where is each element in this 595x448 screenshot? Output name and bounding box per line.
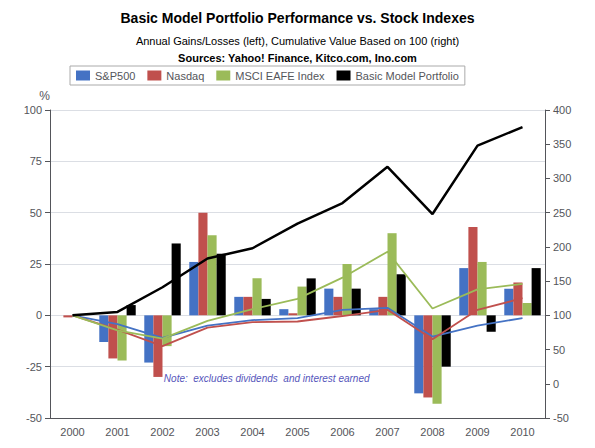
svg-text:0: 0 (36, 309, 42, 321)
svg-text:100: 100 (24, 104, 42, 116)
svg-text:2002: 2002 (150, 426, 174, 438)
svg-text:-50: -50 (26, 412, 42, 424)
svg-text:Nasdaq: Nasdaq (166, 70, 204, 82)
svg-text:350: 350 (553, 138, 571, 150)
svg-text:50: 50 (553, 344, 565, 356)
svg-text:Sources: Yahoo! Finance, Kitco: Sources: Yahoo! Finance, Kitco.com, Ino.… (178, 52, 417, 64)
svg-text:2009: 2009 (465, 426, 489, 438)
svg-text:%: % (39, 89, 50, 103)
svg-text:-25: -25 (26, 361, 42, 373)
svg-text:2001: 2001 (105, 426, 129, 438)
svg-text:Basic Model Portfolio Performa: Basic Model Portfolio Performance vs. St… (121, 10, 475, 26)
svg-text:300: 300 (553, 172, 571, 184)
svg-text:2010: 2010 (510, 426, 534, 438)
svg-text:75: 75 (30, 155, 42, 167)
svg-text:2006: 2006 (330, 426, 354, 438)
svg-text:S&P500: S&P500 (95, 70, 135, 82)
svg-text:200: 200 (553, 241, 571, 253)
svg-text:MSCI EAFE Index: MSCI EAFE Index (235, 70, 325, 82)
svg-text:100: 100 (553, 309, 571, 321)
svg-text:2005: 2005 (285, 426, 309, 438)
svg-text:150: 150 (553, 275, 571, 287)
svg-text:Note: excludes dividends and: Note: excludes dividends and interest ea… (164, 373, 370, 384)
svg-text:-50: -50 (553, 412, 569, 424)
svg-text:Annual Gains/Losses (left), Cu: Annual Gains/Losses (left), Cumulative V… (136, 35, 459, 47)
svg-text:2003: 2003 (195, 426, 219, 438)
svg-text:50: 50 (30, 207, 42, 219)
svg-text:0: 0 (553, 378, 559, 390)
svg-text:2007: 2007 (375, 426, 399, 438)
svg-text:Basic Model Portfolio: Basic Model Portfolio (356, 70, 459, 82)
svg-text:25: 25 (30, 258, 42, 270)
svg-text:2000: 2000 (60, 426, 84, 438)
svg-text:2004: 2004 (240, 426, 264, 438)
svg-text:250: 250 (553, 207, 571, 219)
svg-text:400: 400 (553, 104, 571, 116)
svg-text:2008: 2008 (420, 426, 444, 438)
